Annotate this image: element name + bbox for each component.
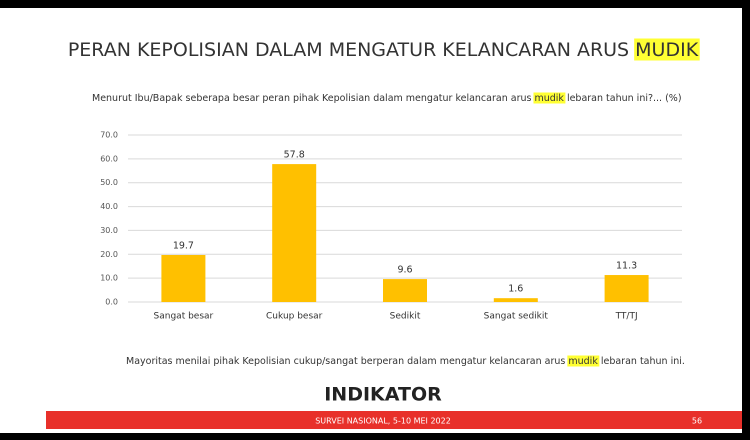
title-text: PERAN KEPOLISIAN DALAM MENGATUR KELANCAR… xyxy=(68,39,635,61)
y-tick-label: 60.0 xyxy=(100,154,118,163)
data-label: 11.3 xyxy=(616,261,637,272)
chart-subtitle: Menurut Ibu/Bapak seberapa besar peran p… xyxy=(92,93,682,104)
footer-bar xyxy=(46,411,742,429)
y-tick-label: 20.0 xyxy=(100,250,118,259)
note-text: Mayoritas menilai pihak Kepolisian cukup… xyxy=(126,356,568,367)
data-label: 9.6 xyxy=(397,265,412,276)
y-tick-label: 10.0 xyxy=(100,274,118,283)
chart-note: Mayoritas menilai pihak Kepolisian cukup… xyxy=(126,356,685,367)
page-number: 56 xyxy=(692,417,702,426)
bar xyxy=(604,275,649,302)
data-label: 19.7 xyxy=(173,241,194,252)
subtitle-text: lebaran tahun ini?... (%) xyxy=(564,93,682,104)
y-tick-label: 70.0 xyxy=(100,131,118,140)
note-text: lebaran tahun ini. xyxy=(598,356,685,367)
x-tick-label: Sedikit xyxy=(390,312,421,322)
logo: INDIKATOR xyxy=(324,384,442,406)
bar xyxy=(383,279,427,302)
bar xyxy=(493,298,538,302)
x-tick-label: TT/TJ xyxy=(615,312,638,322)
y-tick-label: 40.0 xyxy=(100,202,118,211)
subtitle-text: Menurut Ibu/Bapak seberapa besar peran p… xyxy=(92,93,534,104)
y-tick-label: 0.0 xyxy=(105,298,118,307)
note-highlight-word: mudik xyxy=(568,356,598,367)
x-tick-label: Sangat besar xyxy=(154,312,214,322)
y-tick-label: 30.0 xyxy=(100,226,118,235)
y-tick-label: 50.0 xyxy=(100,178,118,187)
bar xyxy=(272,164,317,302)
data-label: 57.8 xyxy=(284,150,305,161)
subtitle-highlight-word: mudik xyxy=(534,93,564,104)
highlight xyxy=(567,355,600,367)
slide-background xyxy=(0,8,742,433)
bar xyxy=(161,255,206,302)
title-highlight-word: MUDIK xyxy=(635,39,699,61)
x-tick-label: Cukup besar xyxy=(266,312,323,322)
highlight xyxy=(634,38,700,61)
slide-title: PERAN KEPOLISIAN DALAM MENGATUR KELANCAR… xyxy=(68,39,699,61)
plot: 0.0 10.0 20.0 30.0 40.0 50.0 60.0 70.0 Sangat be… xyxy=(100,131,682,322)
x-tick-label: Sangat sedikit xyxy=(484,312,549,322)
highlight xyxy=(533,92,566,104)
footer-survey: SURVEI NASIONAL, 5-10 MEI 2022 xyxy=(315,417,451,426)
data-label: 1.6 xyxy=(508,284,523,295)
